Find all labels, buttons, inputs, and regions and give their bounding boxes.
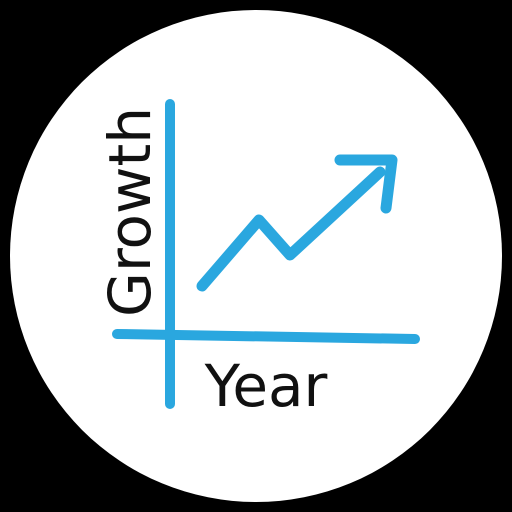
x-axis-label: Year xyxy=(204,352,328,420)
arrow-head-icon xyxy=(334,154,398,214)
y-axis-label: Growth xyxy=(96,107,164,317)
x-axis-line xyxy=(112,329,420,344)
trend-line xyxy=(196,166,386,292)
background-circle xyxy=(10,10,502,502)
